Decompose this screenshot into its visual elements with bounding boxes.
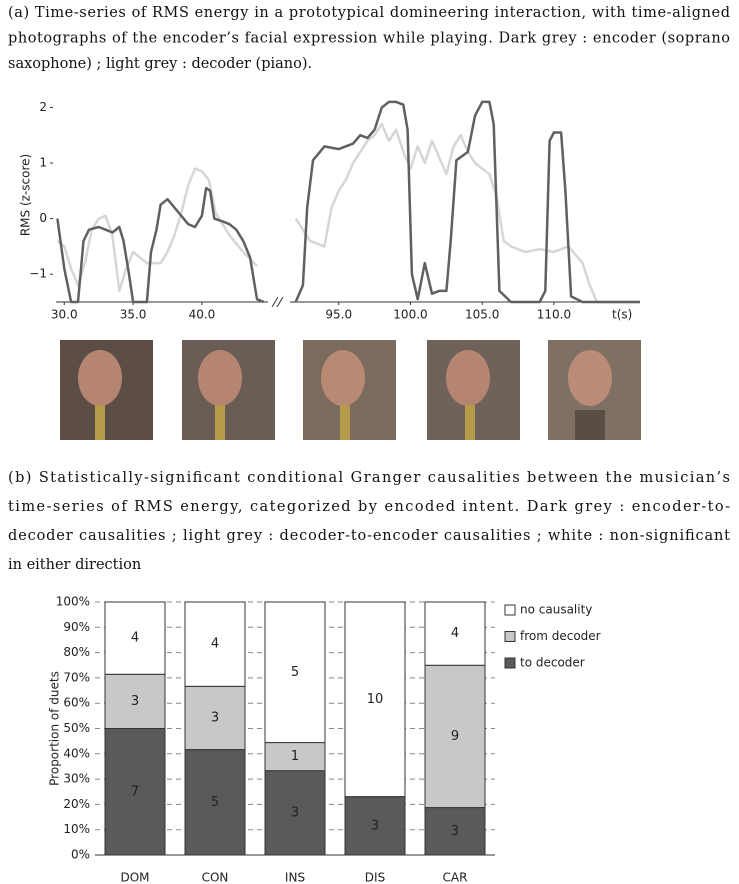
caption-line: decoder causalities ; light grey : decod…	[8, 528, 730, 544]
bar-segment	[424, 664, 486, 809]
legend-swatch	[504, 604, 516, 616]
bar-segment	[104, 728, 166, 856]
count-label: 9	[451, 729, 459, 744]
x-tick-label: 110.0	[537, 308, 571, 322]
series-line	[56, 122, 640, 304]
bar-segment	[264, 742, 326, 772]
bar-segment	[344, 796, 406, 856]
photos	[60, 340, 641, 440]
y-tick-label: 100%	[56, 595, 90, 609]
bar-segment	[264, 770, 326, 856]
y-tick-label: 10%	[63, 822, 90, 836]
axis-break	[271, 296, 284, 308]
count-label: 3	[371, 818, 379, 833]
photo	[60, 340, 153, 440]
bar-segment	[344, 601, 406, 798]
caption-line: photographs of the encoder’s facial expr…	[8, 31, 730, 47]
photo	[548, 340, 641, 440]
bar-segment	[424, 601, 486, 666]
count-label: 10	[367, 692, 384, 707]
y-tick-label: 2	[39, 100, 47, 114]
y-tick-label: 70%	[63, 670, 90, 684]
y-axis-label: Proportion of duets	[48, 671, 62, 786]
photo	[303, 340, 396, 440]
x-tick-label: 40.0	[189, 308, 216, 322]
caption-line: in either direction	[8, 557, 141, 573]
x-tick-label: 35.0	[120, 308, 147, 322]
x-axis-label: t(s)	[612, 308, 632, 322]
count-label: 3	[291, 805, 299, 820]
bar-segment	[184, 749, 246, 856]
caption-line: saxophone) ; light grey : decoder (piano…	[8, 56, 312, 72]
x-tick-label: DIS	[365, 871, 385, 884]
legend-label: no causality	[520, 603, 592, 617]
y-tick-label: 50%	[63, 721, 90, 735]
count-label: 4	[131, 631, 139, 646]
count-label: 5	[211, 795, 219, 810]
y-tick-label: −1	[29, 267, 47, 281]
x-tick-label: 30.0	[51, 308, 78, 322]
x-tick-label: INS	[285, 871, 305, 884]
x-tick-label: CON	[202, 871, 229, 884]
y-tick-label: 60%	[63, 696, 90, 710]
y-tick-label: 30%	[63, 772, 90, 786]
y-tick-label: 90%	[63, 620, 90, 634]
bar-segment	[104, 601, 166, 675]
caption-line: (b) Statistically-significant conditiona…	[8, 470, 730, 486]
photo	[182, 340, 275, 440]
count-label: 4	[451, 626, 459, 641]
caption-line: (a) Time-series of RMS energy in a proto…	[8, 5, 730, 21]
x-tick-label: CAR	[443, 871, 468, 884]
x-tick-label: 95.0	[325, 308, 352, 322]
y-tick-label: 20%	[63, 797, 90, 811]
bar-segment	[184, 601, 246, 687]
count-label: 3	[131, 694, 139, 709]
bar-segment	[184, 685, 246, 751]
y-axis-label: RMS (z-score)	[19, 154, 33, 236]
y-tick-label: 80%	[63, 645, 90, 659]
legend-swatch	[504, 657, 516, 669]
y-tick-label: 0	[39, 211, 47, 225]
caption-line: time-series of RMS energy, categorized b…	[8, 499, 730, 515]
legend-label: from decoder	[520, 629, 601, 643]
x-tick-label: DOM	[120, 871, 149, 884]
count-label: 3	[211, 710, 219, 725]
series-line	[56, 100, 640, 304]
bar-segment	[264, 601, 326, 744]
y-tick-label: 0%	[71, 848, 90, 862]
x-tick-label: 100.0	[393, 308, 427, 322]
count-label: 1	[291, 749, 299, 764]
legend-swatch	[504, 631, 516, 642]
photo	[427, 340, 520, 440]
count-label: 3	[451, 824, 459, 839]
y-tick-label: 40%	[63, 746, 90, 760]
y-tick-label: 1	[39, 156, 47, 170]
count-label: 4	[211, 637, 219, 652]
bar-segment	[104, 673, 166, 730]
x-tick-label: 105.0	[465, 308, 499, 322]
count-label: 5	[291, 665, 299, 680]
count-label: 7	[131, 784, 139, 799]
bar-segment	[424, 807, 486, 856]
legend-label: to decoder	[520, 656, 585, 670]
